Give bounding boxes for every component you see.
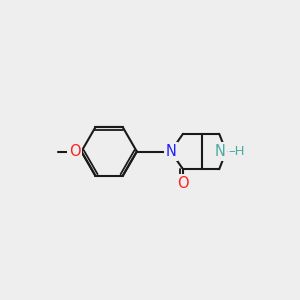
Text: N: N <box>214 144 225 159</box>
Text: O: O <box>177 176 189 190</box>
Text: –H: –H <box>228 145 245 158</box>
Text: O: O <box>69 144 80 159</box>
Text: N: N <box>165 144 176 159</box>
